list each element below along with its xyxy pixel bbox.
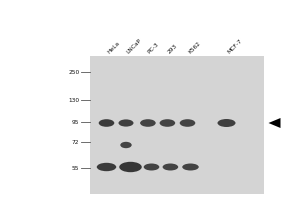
Text: K562: K562 xyxy=(188,41,202,55)
Text: HeLa: HeLa xyxy=(106,41,121,55)
Text: 130: 130 xyxy=(68,98,80,102)
Ellipse shape xyxy=(163,163,178,170)
Ellipse shape xyxy=(120,142,132,148)
Ellipse shape xyxy=(160,119,175,127)
Ellipse shape xyxy=(140,119,156,127)
Text: PC-3: PC-3 xyxy=(147,42,160,55)
Ellipse shape xyxy=(182,163,199,170)
Polygon shape xyxy=(268,118,280,128)
Ellipse shape xyxy=(218,119,236,127)
Ellipse shape xyxy=(144,163,159,170)
Text: LNCaP: LNCaP xyxy=(126,38,143,55)
Text: 95: 95 xyxy=(72,119,80,124)
Text: 250: 250 xyxy=(68,70,80,74)
Ellipse shape xyxy=(180,119,195,127)
Text: 72: 72 xyxy=(72,140,80,144)
Text: 55: 55 xyxy=(72,165,80,170)
Bar xyxy=(90,56,264,194)
Text: 293: 293 xyxy=(167,44,178,55)
Ellipse shape xyxy=(99,119,114,127)
Ellipse shape xyxy=(118,119,134,127)
Text: MCF-7: MCF-7 xyxy=(226,38,243,55)
Ellipse shape xyxy=(119,162,142,172)
Ellipse shape xyxy=(97,163,116,171)
